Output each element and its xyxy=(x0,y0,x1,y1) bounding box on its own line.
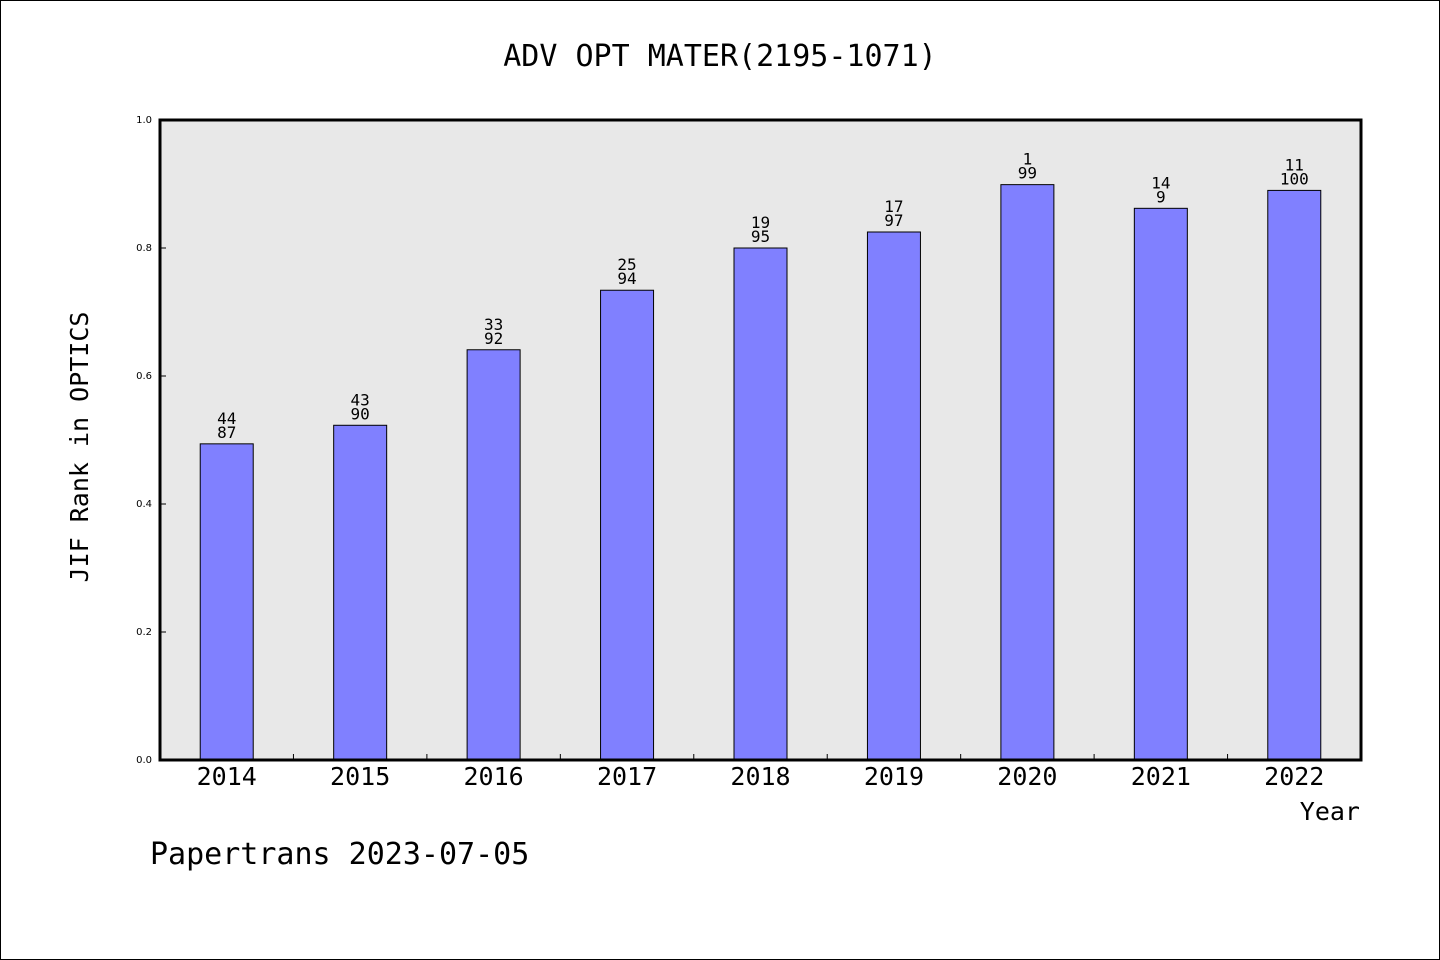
y-tick-label: 0.4 xyxy=(136,499,152,510)
bar-total-label: 97 xyxy=(884,211,903,230)
plot-border xyxy=(158,118,1363,762)
bar-rank-label: 11 xyxy=(1285,155,1304,174)
y-axis-label: JIF Rank in OPTICS xyxy=(65,312,94,583)
y-tick-label: 1.0 xyxy=(136,115,152,126)
bar-2019 xyxy=(866,231,921,761)
bar-rank-label: 14 xyxy=(1151,173,1170,192)
bar-rank-label: 44 xyxy=(217,409,236,428)
x-tick-label: 2022 xyxy=(1264,762,1324,791)
bar-rank-label: 33 xyxy=(484,315,503,334)
bar-rank-label: 1 xyxy=(1023,150,1033,169)
bar-2017 xyxy=(600,289,655,761)
bar-total-label: 9 xyxy=(1156,187,1166,206)
bar-2015 xyxy=(333,424,388,761)
bar-total-label: 92 xyxy=(484,329,503,348)
x-tick-label: 2021 xyxy=(1131,762,1191,791)
x-axis-label: Year xyxy=(1300,797,1360,826)
bar-rank-label: 25 xyxy=(617,255,636,274)
x-tick-label: 2019 xyxy=(864,762,924,791)
x-tick-label: 2015 xyxy=(330,762,390,791)
bar-rank-label: 43 xyxy=(351,390,370,409)
y-tick-label: 0.2 xyxy=(136,627,152,638)
x-axis-ticks: 2014 2015 2016 2017 2018 2019 2020 2021 2022 xyxy=(197,754,1324,791)
bar-total-label: 99 xyxy=(1018,164,1037,183)
bar-2016 xyxy=(466,349,521,761)
bar-total-label: 100 xyxy=(1280,169,1309,188)
x-tick-label: 2018 xyxy=(730,762,790,791)
y-tick-label: 0.0 xyxy=(136,755,152,766)
y-tick-label: 0.6 xyxy=(136,371,152,382)
y-tick-label: 0.8 xyxy=(136,243,152,254)
bar-total-label: 95 xyxy=(751,227,770,246)
bar-total-label: 94 xyxy=(617,269,636,288)
bar-2022 xyxy=(1267,189,1322,761)
bar-2014 xyxy=(199,443,254,761)
x-tick-label: 2017 xyxy=(597,762,657,791)
x-tick-label: 2014 xyxy=(197,762,257,791)
bar-rank-label: 17 xyxy=(884,197,903,216)
bar-total-label: 87 xyxy=(217,423,236,442)
bar-2018 xyxy=(733,247,788,761)
footer-watermark: Papertrans 2023-07-05 xyxy=(150,837,529,872)
chart-title: ADV OPT MATER(2195-1071) xyxy=(503,39,936,74)
bar-2021 xyxy=(1133,207,1188,761)
x-tick-label: 2020 xyxy=(997,762,1057,791)
bar-2020 xyxy=(1000,184,1055,761)
x-tick-label: 2016 xyxy=(464,762,524,791)
bar-rank-label: 19 xyxy=(751,213,770,232)
bar-total-label: 90 xyxy=(351,404,370,423)
